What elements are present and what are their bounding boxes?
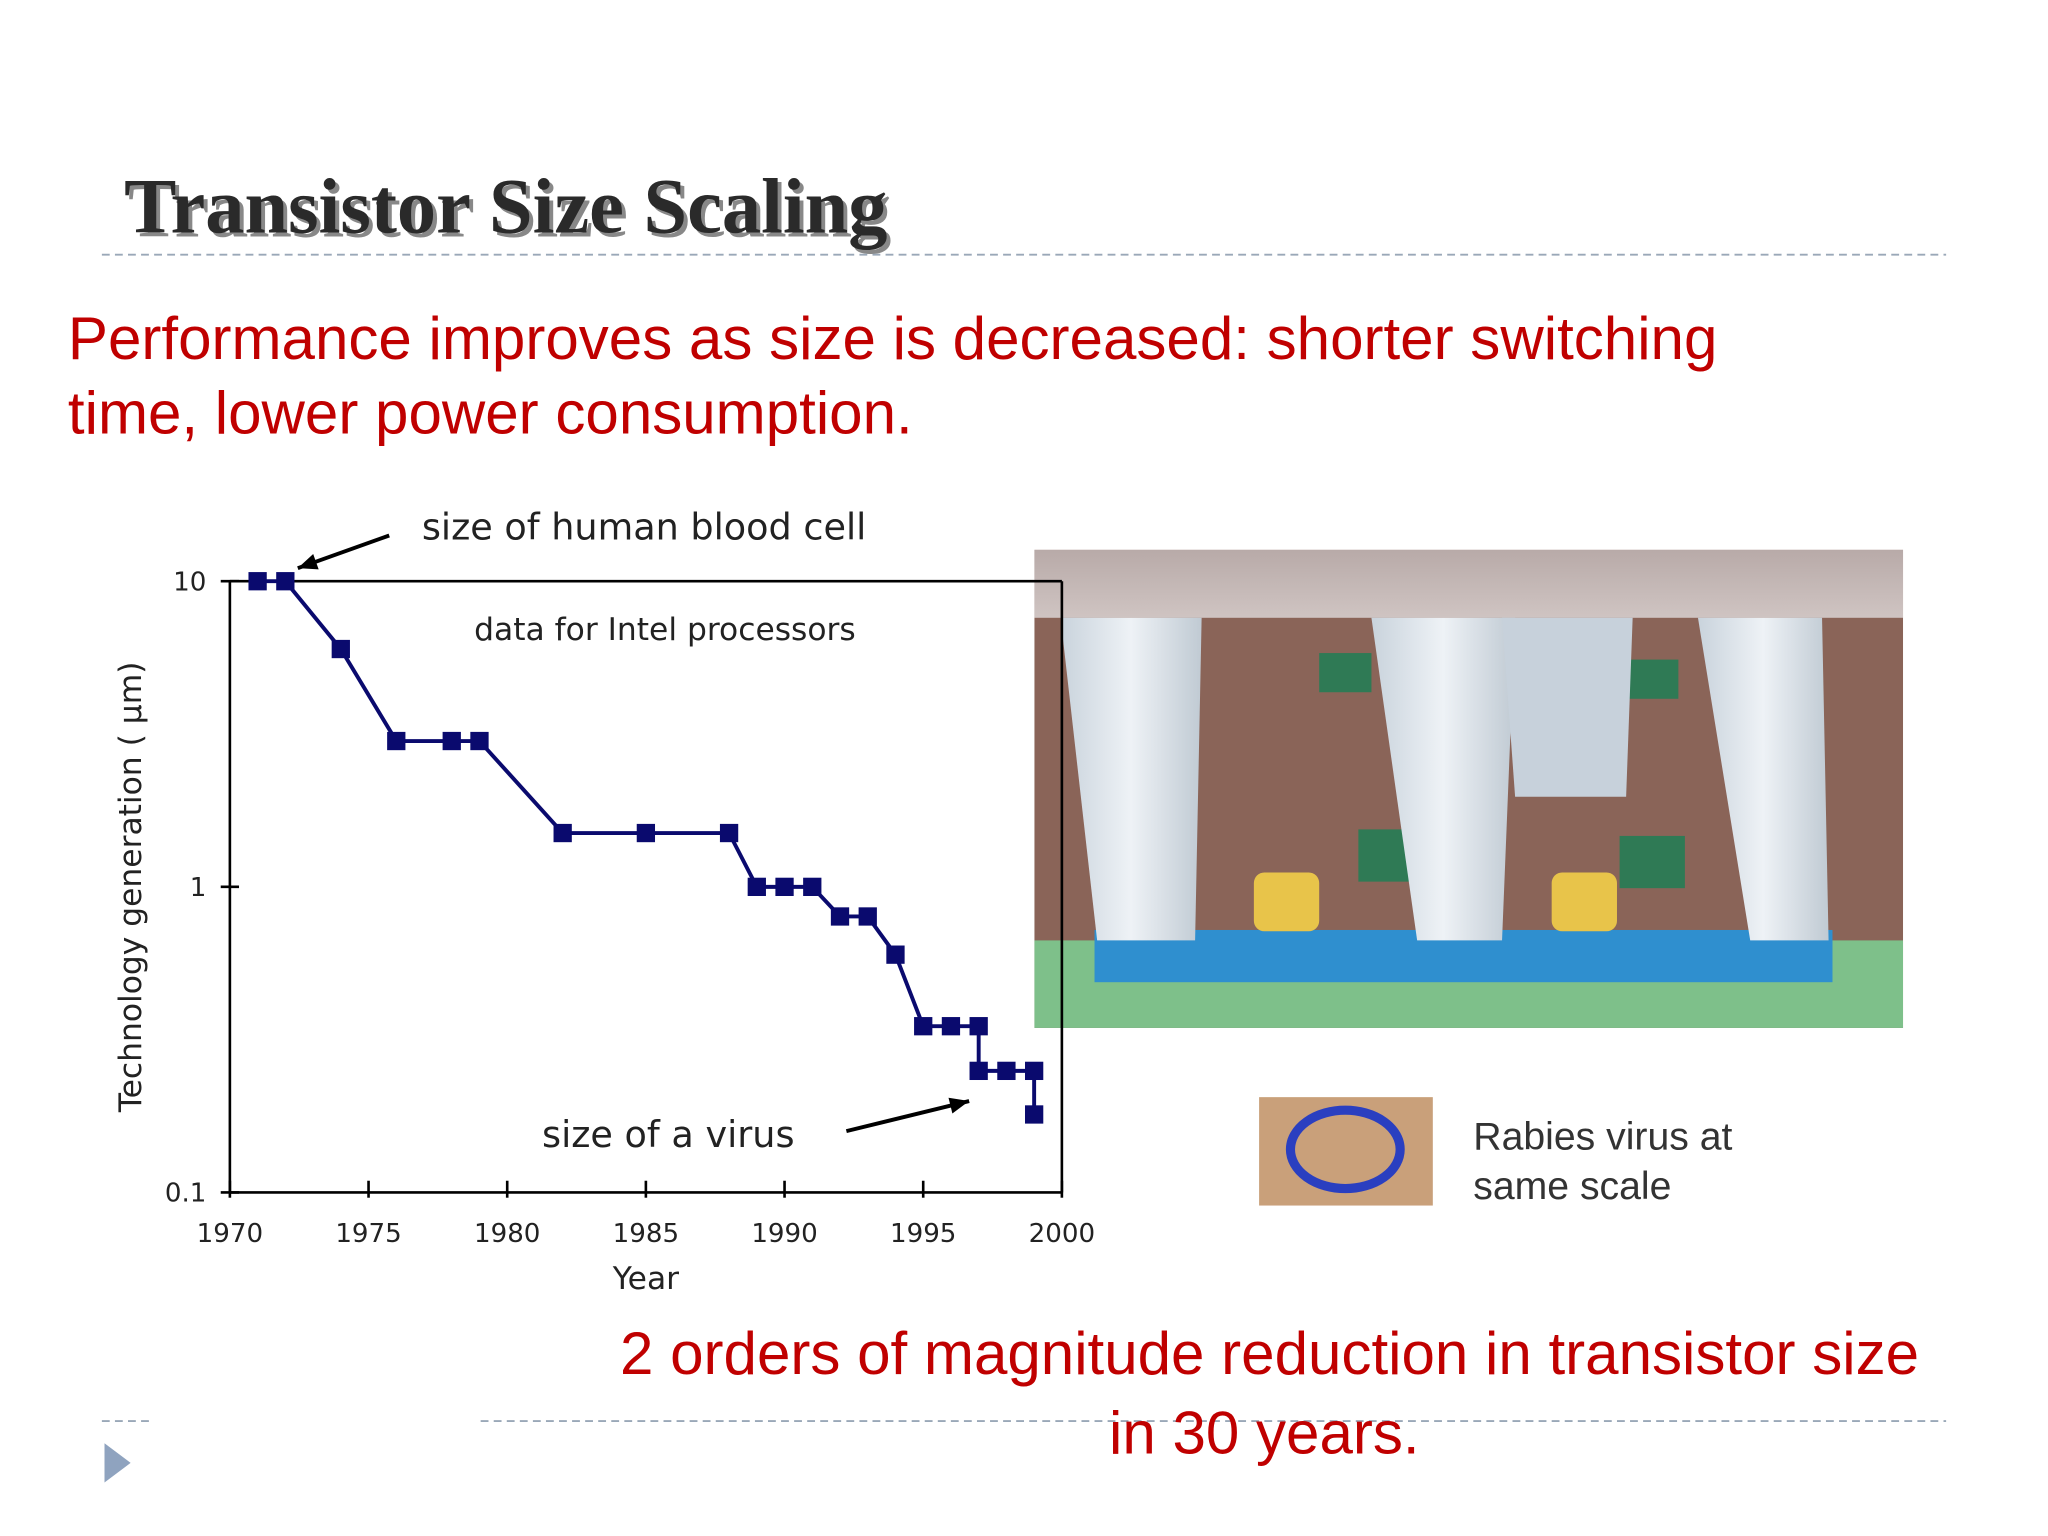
data-point (1025, 1061, 1044, 1081)
y-tick-label: 0.1 (165, 1179, 207, 1209)
data-point (775, 877, 794, 896)
annotation: data for Intel processors (474, 612, 856, 648)
chart: 0.1 1 10 1970 1975 1980 1985 1990 1995 2000 Year Te… (113, 505, 1095, 1297)
x-tick-label: 2000 (1029, 1219, 1095, 1249)
data-point (803, 877, 822, 896)
x-axis-label: Year (612, 1261, 679, 1297)
data-point (470, 731, 489, 751)
caption: same scale (1473, 1165, 1671, 1208)
data-point (858, 907, 877, 926)
annotation-arrow (845, 1099, 970, 1134)
data-point (997, 1061, 1016, 1081)
x-tick-label: 1975 (335, 1219, 401, 1249)
data-point (331, 639, 350, 659)
body-text: Performance improves as size is decrease… (68, 305, 1717, 372)
virus-image (1259, 1097, 1433, 1206)
data-point (969, 1061, 988, 1081)
data-point (914, 1017, 933, 1036)
x-tick-label: 1985 (613, 1219, 679, 1249)
x-tick-label: 1970 (197, 1219, 263, 1249)
caption: Rabies virus at (1473, 1115, 1732, 1158)
x-tick-label: 1995 (890, 1219, 956, 1249)
data-point (830, 907, 850, 926)
data-point (941, 1017, 961, 1036)
series-line (257, 579, 1037, 1115)
x-tick-label: 1980 (474, 1219, 540, 1249)
data-point (553, 823, 572, 843)
data-point (276, 572, 295, 591)
y-axis-label: Technology generation ( μm) (113, 662, 149, 1114)
footer-text: in 30 years. (1109, 1400, 1420, 1467)
y-tick-label: 1 (190, 873, 207, 903)
annotation: size of human blood cell (422, 505, 866, 548)
arrow-head (948, 1097, 970, 1114)
data-point (636, 823, 656, 843)
title-shadow: Transistor Size Scaling (128, 166, 891, 253)
arrow-head (297, 554, 319, 570)
data-point (969, 1017, 988, 1036)
data-point (719, 823, 739, 843)
bullet-arrow (104, 1443, 131, 1483)
footer-text: 2 orders of magnitude reduction in trans… (620, 1320, 1919, 1387)
x-tick-label: 1990 (751, 1219, 817, 1249)
body-text: time, lower power consumption. (68, 380, 913, 447)
data-point (248, 572, 267, 591)
data-point (442, 731, 461, 751)
annotation: size of a virus (542, 1113, 794, 1156)
data-point (1025, 1105, 1044, 1124)
footer-gap (150, 1410, 477, 1432)
data-point (886, 945, 905, 964)
data-point (747, 877, 766, 896)
slide-title: Transistor Size Scaling (124, 162, 887, 249)
photo (1034, 549, 1904, 1028)
y-tick-label: 10 (173, 567, 206, 597)
data-point (387, 731, 406, 751)
